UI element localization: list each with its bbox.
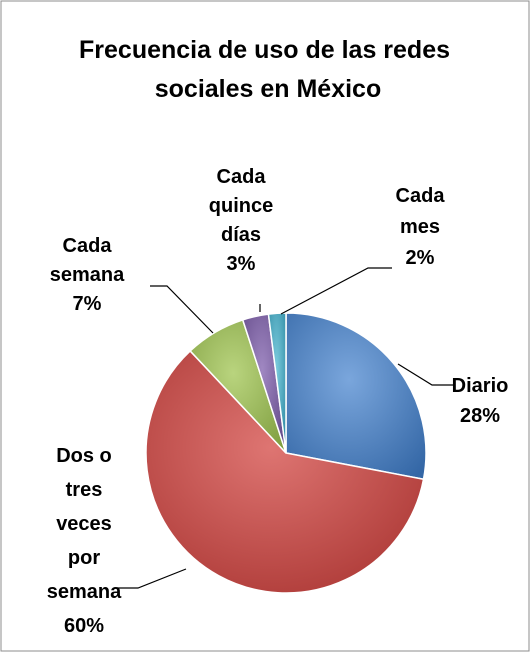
slice-percent-diario: 28% xyxy=(460,405,500,427)
pie-slice-dos-o-tres-veces xyxy=(145,349,425,594)
slice-label-line-dos-o-tres-veces: veces xyxy=(56,513,112,535)
slice-label-line-cada-mes: Cada xyxy=(396,185,446,207)
slice-percent-cada-quince-dias: 3% xyxy=(227,253,256,275)
slice-label-diario: Diario 28% xyxy=(452,375,509,427)
slice-label-line-cada-quince-dias: quince xyxy=(209,195,273,217)
slice-label-line-cada-quince-dias: Cada xyxy=(217,166,267,188)
chart-title-line-2: sociales en México xyxy=(155,75,382,103)
slice-label-line-dos-o-tres-veces: por xyxy=(68,547,100,569)
slice-label-dos-o-tres-veces: Dos o tres veces por semana 60% xyxy=(47,445,122,637)
chart-title-line-1: Frecuencia de uso de las redes xyxy=(79,36,450,64)
slice-label-line-cada-semana: Cada xyxy=(63,235,113,257)
slice-label-line-dos-o-tres-veces: tres xyxy=(66,479,103,501)
slice-label-line-dos-o-tres-veces: Dos o xyxy=(56,445,112,467)
pie-slice-diario xyxy=(285,312,427,481)
slice-label-line-cada-semana: semana xyxy=(50,264,125,286)
slice-percent-cada-mes: 2% xyxy=(406,247,435,269)
leader-line-cada-semana xyxy=(150,285,214,334)
pie-slice-cada-mes xyxy=(267,312,287,454)
slice-label-line-cada-quince-dias: días xyxy=(221,224,261,246)
leader-line-dos-o-tres-veces xyxy=(114,568,187,589)
leader-line-cada-mes xyxy=(280,267,392,315)
slice-label-cada-mes: Cada mes 2% xyxy=(396,185,446,269)
leader-lines xyxy=(114,267,454,589)
slice-label-cada-semana: Cada semana 7% xyxy=(50,235,125,315)
chart-title: Frecuencia de uso de las redes sociales … xyxy=(79,36,457,103)
slice-label-cada-quince-dias: Cada quince días 3% xyxy=(209,166,273,275)
leader-line-diario xyxy=(397,363,454,386)
slice-label-line-diario: Diario xyxy=(452,375,509,397)
slice-labels: Diario 28% Dos o tres veces por semana 60% Cada s… xyxy=(47,166,509,637)
slice-label-line-dos-o-tres-veces: semana xyxy=(47,581,122,603)
slice-percent-cada-semana: 7% xyxy=(73,293,102,315)
pie-slices xyxy=(145,312,427,594)
slice-label-line-cada-mes: mes xyxy=(400,216,440,238)
slice-percent-dos-o-tres-veces: 60% xyxy=(64,615,104,637)
